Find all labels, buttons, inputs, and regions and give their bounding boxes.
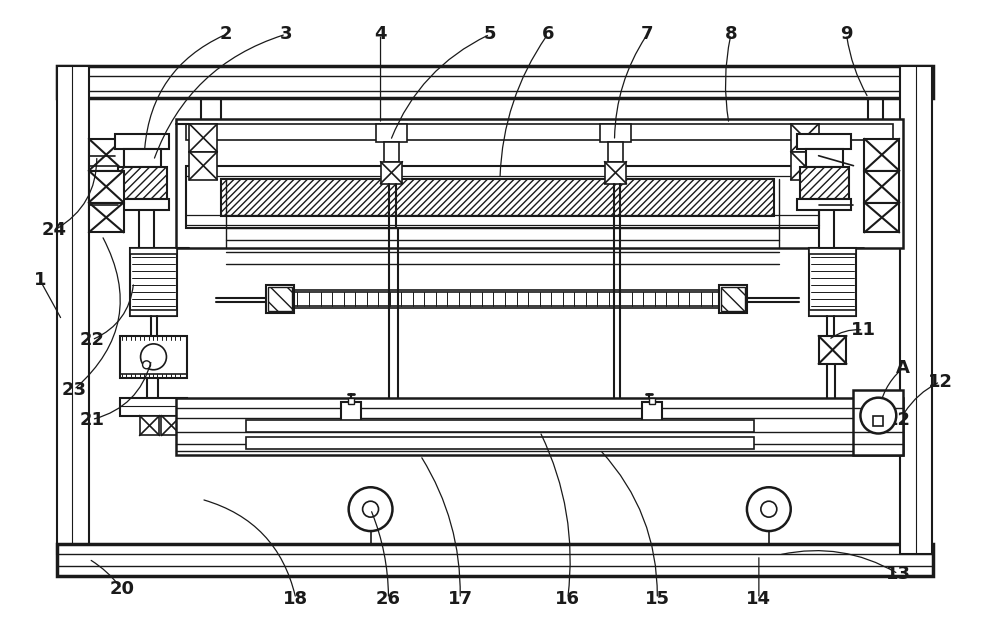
Bar	[57, 66, 89, 554]
Bar	[130, 248, 177, 316]
Text: A: A	[896, 359, 910, 377]
Bar	[819, 336, 846, 364]
Circle shape	[860, 397, 896, 433]
Bar	[89, 139, 124, 170]
Text: 23: 23	[61, 381, 86, 399]
Bar	[853, 390, 903, 456]
Bar	[348, 397, 354, 404]
Bar	[186, 166, 819, 228]
Text: 9: 9	[840, 26, 853, 43]
Bar	[89, 170, 124, 202]
Text: 7: 7	[641, 26, 654, 43]
Bar	[381, 161, 402, 184]
Bar	[118, 167, 167, 198]
Text: 15: 15	[645, 590, 670, 608]
Circle shape	[747, 487, 791, 531]
Text: 2: 2	[220, 26, 232, 43]
Bar	[864, 202, 899, 232]
Bar	[120, 397, 187, 415]
Text: 12: 12	[928, 373, 953, 390]
Bar	[268, 287, 292, 311]
Bar	[57, 544, 933, 576]
Bar	[791, 124, 819, 152]
Bar	[130, 310, 177, 316]
Bar	[266, 285, 294, 313]
Bar	[864, 170, 899, 202]
Bar	[800, 167, 849, 198]
Bar	[140, 415, 159, 436]
Text: 24: 24	[41, 221, 66, 239]
Bar	[246, 420, 754, 431]
Bar	[115, 134, 169, 149]
Bar	[115, 198, 169, 211]
Bar	[797, 198, 851, 211]
Text: 1: 1	[34, 271, 46, 289]
Bar	[130, 248, 177, 255]
Bar	[186, 124, 893, 140]
Bar	[276, 290, 734, 308]
Bar	[649, 397, 655, 404]
Text: 13: 13	[886, 565, 911, 583]
Bar	[161, 415, 181, 436]
Text: 5: 5	[484, 26, 496, 43]
Bar	[221, 179, 774, 216]
Bar	[809, 310, 856, 316]
Bar	[124, 149, 161, 167]
Text: 18: 18	[283, 590, 308, 608]
Bar	[721, 287, 745, 311]
Circle shape	[363, 501, 379, 517]
Text: 12: 12	[886, 411, 911, 429]
Text: 26: 26	[376, 590, 401, 608]
Text: 8: 8	[725, 26, 737, 43]
Bar	[809, 248, 856, 316]
Text: 4: 4	[374, 26, 387, 43]
Text: 21: 21	[79, 411, 104, 429]
Bar	[189, 124, 217, 152]
Bar	[120, 336, 187, 378]
Text: 17: 17	[448, 590, 473, 608]
Circle shape	[349, 487, 392, 531]
Bar	[873, 415, 883, 426]
Bar	[57, 66, 933, 98]
Circle shape	[143, 361, 151, 369]
Text: 11: 11	[851, 321, 876, 339]
Circle shape	[141, 344, 166, 370]
Bar	[605, 161, 626, 184]
Text: 22: 22	[79, 331, 104, 349]
Bar	[719, 285, 747, 313]
Bar	[376, 124, 407, 142]
Bar	[384, 142, 399, 161]
Bar	[608, 142, 623, 161]
Bar	[797, 134, 851, 149]
Bar	[341, 402, 361, 424]
Text: 20: 20	[109, 580, 134, 598]
Bar	[791, 152, 819, 180]
Circle shape	[761, 501, 777, 517]
Bar	[189, 152, 217, 180]
Text: 16: 16	[555, 590, 580, 608]
Bar	[806, 149, 843, 167]
Bar	[600, 124, 631, 142]
Bar	[642, 402, 662, 424]
Bar	[864, 139, 899, 170]
Bar	[176, 397, 903, 456]
Bar	[809, 248, 856, 255]
Bar	[176, 119, 903, 248]
Bar	[900, 66, 932, 554]
Text: 3: 3	[280, 26, 292, 43]
Bar	[246, 438, 754, 449]
Bar	[89, 202, 124, 232]
Text: 14: 14	[746, 590, 771, 608]
Text: 6: 6	[542, 26, 554, 43]
